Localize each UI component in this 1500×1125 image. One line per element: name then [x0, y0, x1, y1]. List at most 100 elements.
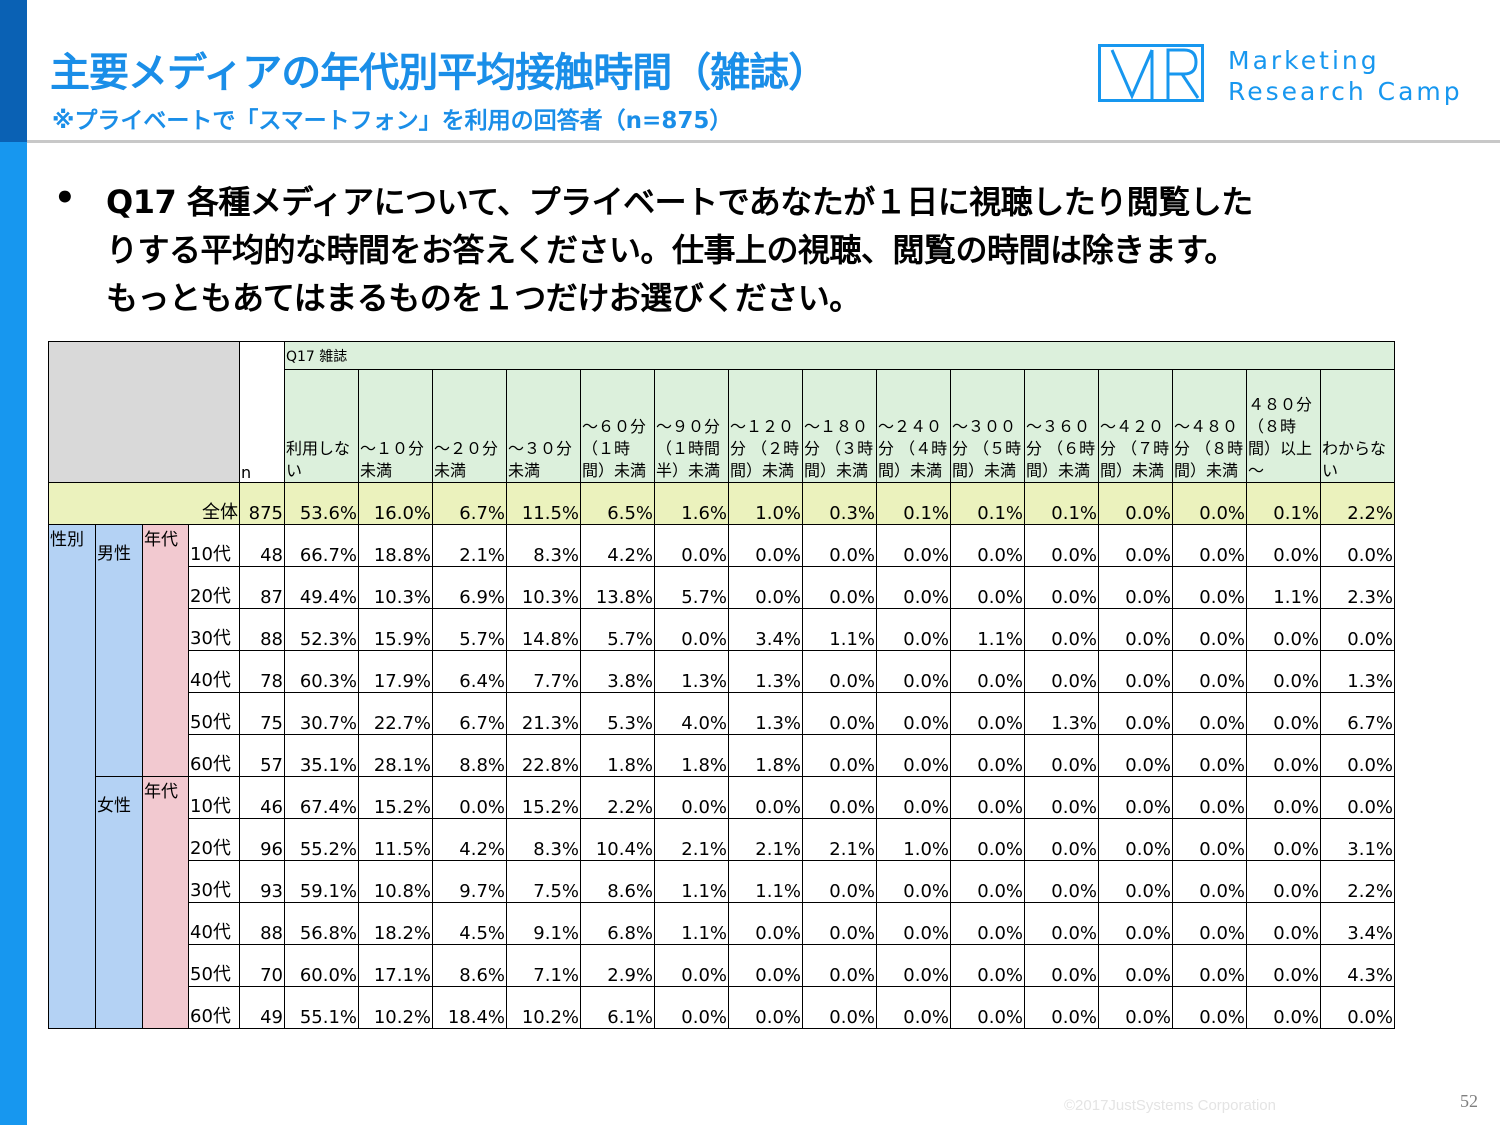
value-cell: 0.0%	[876, 650, 951, 693]
column-header: ～１０分未満	[358, 369, 433, 483]
value-cell: 28.1%	[358, 734, 433, 777]
value-cell: 6.9%	[432, 566, 507, 609]
value-cell: 4.2%	[432, 818, 507, 861]
bullet-icon: •	[54, 178, 76, 218]
value-cell: 1.1%	[654, 902, 729, 945]
value-cell: 1.1%	[654, 860, 729, 903]
value-cell: 0.0%	[1320, 986, 1395, 1029]
value-cell: 0.0%	[1172, 860, 1247, 903]
value-cell: 0.0%	[1098, 986, 1173, 1029]
value-cell: 15.2%	[358, 776, 433, 819]
gender-label: 女性	[95, 776, 143, 1029]
value-cell: 1.8%	[580, 734, 655, 777]
value-cell: 0.0%	[876, 734, 951, 777]
table-row: 40代 88 56.8% 18.2% 4.5% 9.1% 6.8% 1.1% 0.0% 0.0% 0…	[49, 902, 1395, 945]
value-cell: 0.0%	[950, 524, 1025, 567]
value-cell: 1.0%	[876, 818, 951, 861]
value-cell: 55.2%	[284, 818, 359, 861]
value-cell: 8.6%	[432, 944, 507, 987]
logo-line-1: Marketing	[1228, 46, 1380, 75]
value-cell: 0.0%	[728, 566, 803, 609]
slide-title: 主要メディアの年代別平均接触時間（雑誌）	[50, 50, 828, 96]
value-cell: 0.0%	[728, 986, 803, 1029]
value-cell: 0.0%	[1024, 524, 1099, 567]
value-cell: 4.2%	[580, 524, 655, 567]
value-cell: 0.0%	[1172, 566, 1247, 609]
table-row: 性別 男性 年代 10代 48 66.7% 18.8% 2.1% 8.3% 4.2% 0.0% 0.0…	[48, 524, 1395, 1029]
value-cell: 0.0%	[950, 692, 1025, 735]
n-header: n	[239, 341, 285, 483]
value-cell: 22.8%	[506, 734, 581, 777]
value-cell: 0.0%	[802, 734, 877, 777]
value-cell: 7.5%	[506, 860, 581, 903]
n-value: 87	[239, 566, 285, 609]
value-cell: 1.0%	[728, 482, 803, 525]
n-value: 88	[239, 902, 285, 945]
left-accent-bar	[0, 142, 27, 1125]
value-cell: 0.0%	[876, 860, 951, 903]
table-row: 60代 49 55.1% 10.2% 18.4% 10.2% 6.1% 0.0% 0.0% 0.0…	[49, 986, 1395, 1029]
table-row: 40代 78 60.3% 17.9% 6.4% 7.7% 3.8% 1.3% 1.3% 0.0% 0…	[49, 650, 1395, 693]
value-cell: 1.3%	[728, 650, 803, 693]
value-cell: 0.0%	[1172, 482, 1247, 525]
value-cell: 0.0%	[1246, 608, 1321, 651]
sex-label: 性別	[48, 524, 96, 1029]
value-cell: 0.0%	[1246, 860, 1321, 903]
value-cell: 0.0%	[950, 776, 1025, 819]
value-cell: 2.2%	[1320, 860, 1395, 903]
value-cell: 0.0%	[728, 902, 803, 945]
value-cell: 1.3%	[1320, 650, 1395, 693]
age-label: 20代	[188, 566, 240, 609]
value-cell: 0.0%	[1098, 860, 1173, 903]
column-header: ～６０分（１時間）未満	[580, 369, 655, 483]
value-cell: 13.8%	[580, 566, 655, 609]
value-cell: 0.0%	[1320, 776, 1395, 819]
value-cell: 4.0%	[654, 692, 729, 735]
value-cell: 0.0%	[1098, 482, 1173, 525]
value-cell: 8.8%	[432, 734, 507, 777]
value-cell: 60.3%	[284, 650, 359, 693]
value-cell: 0.0%	[1098, 776, 1173, 819]
value-cell: 0.0%	[1098, 524, 1173, 567]
value-cell: 5.7%	[654, 566, 729, 609]
gender-label-text: 女性	[97, 796, 131, 816]
value-cell: 55.1%	[284, 986, 359, 1029]
value-cell: 30.7%	[284, 692, 359, 735]
value-cell: 1.3%	[1024, 692, 1099, 735]
value-cell: 66.7%	[284, 524, 359, 567]
value-cell: 0.0%	[654, 608, 729, 651]
question-text: Q17 各種メディアについて、プライベートであなたが１日に視聴したり閲覧した り…	[106, 178, 1486, 322]
value-cell: 1.1%	[950, 608, 1025, 651]
value-cell: 5.3%	[580, 692, 655, 735]
value-cell: 35.1%	[284, 734, 359, 777]
value-cell: 3.8%	[580, 650, 655, 693]
value-cell: 15.9%	[358, 608, 433, 651]
value-cell: 0.0%	[1024, 944, 1099, 987]
value-cell: 60.0%	[284, 944, 359, 987]
value-cell: 9.1%	[506, 902, 581, 945]
value-cell: 0.0%	[1246, 650, 1321, 693]
value-cell: 0.0%	[1172, 776, 1247, 819]
table-row: 20代 87 49.4% 10.3% 6.9% 10.3% 13.8% 5.7% 0.0% 0.0…	[49, 566, 1395, 609]
gender-label-text: 男性	[97, 544, 131, 564]
value-cell: 15.2%	[506, 776, 581, 819]
value-cell: 10.3%	[506, 566, 581, 609]
age-label: 60代	[188, 986, 240, 1029]
value-cell: 0.0%	[1172, 734, 1247, 777]
value-cell: 0.0%	[802, 902, 877, 945]
age-label: 60代	[188, 734, 240, 777]
value-cell: 0.0%	[1172, 902, 1247, 945]
value-cell: 1.1%	[1246, 566, 1321, 609]
column-header: ～４８０分 （８時間）未満	[1172, 369, 1247, 483]
logo-line-2: Research Camp	[1228, 77, 1463, 106]
table-row: 女性 年代 10代 46 67.4% 15.2% 0.0% 15.2% 2.2% 0.0% 0.0%…	[49, 776, 1395, 1029]
value-cell: 0.0%	[1246, 986, 1321, 1029]
value-cell: 1.3%	[654, 650, 729, 693]
copyright-text: ©2017JustSystems Corporation	[1064, 1097, 1276, 1114]
value-cell: 0.0%	[1098, 608, 1173, 651]
value-cell: 0.0%	[1098, 566, 1173, 609]
value-cell: 8.3%	[506, 818, 581, 861]
n-value: 96	[239, 818, 285, 861]
value-cell: 10.2%	[506, 986, 581, 1029]
value-cell: 5.7%	[580, 608, 655, 651]
